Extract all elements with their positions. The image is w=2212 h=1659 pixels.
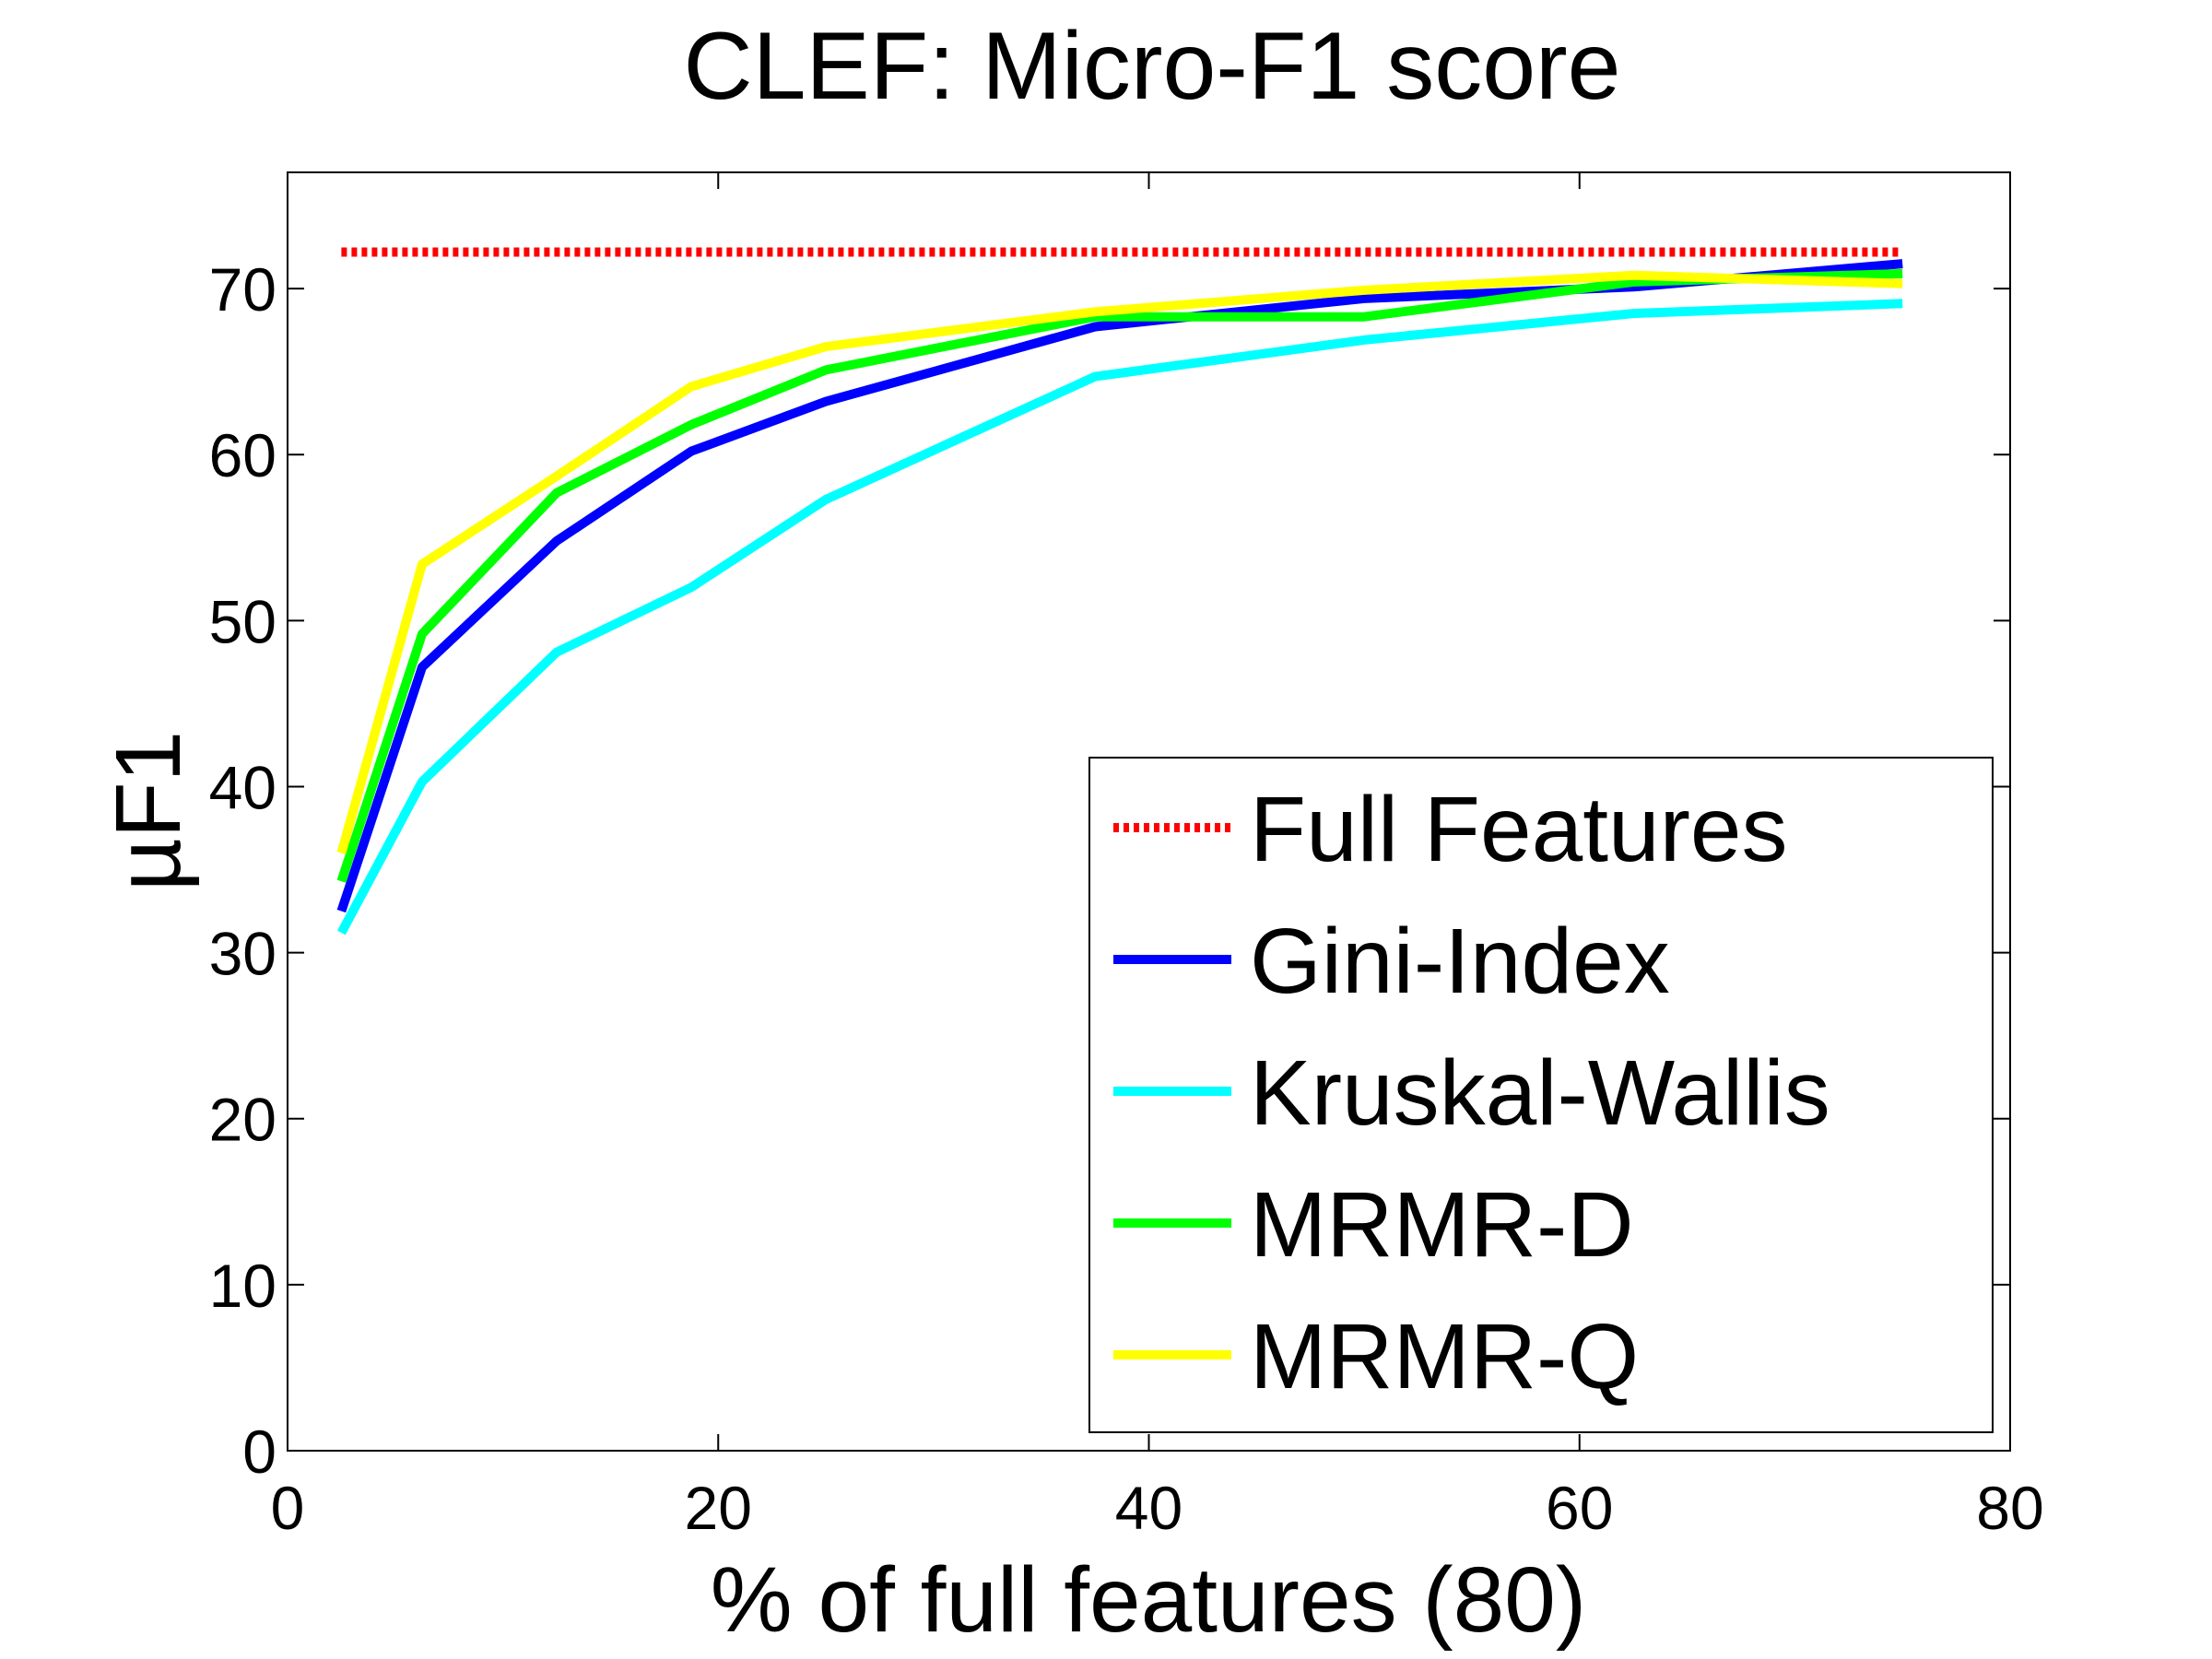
legend-label-full-features: Full Features [1250, 778, 1788, 881]
y-tick-label: 60 [209, 421, 276, 489]
x-tick-label: 20 [685, 1474, 752, 1542]
data-series [336, 247, 1903, 935]
y-tick-label: 10 [209, 1252, 276, 1320]
y-tick-label: 30 [209, 920, 276, 988]
x-tick-label: 80 [1976, 1474, 2043, 1542]
x-tick-label: 60 [1546, 1474, 1613, 1542]
series-line-kruskal-wallis [336, 299, 1903, 935]
legend-label-mrmr-d: MRMR-D [1250, 1173, 1634, 1277]
y-tick-label: 70 [209, 255, 276, 324]
series-line-mrmr-d [336, 268, 1903, 883]
y-tick-label: 50 [209, 587, 276, 655]
y-tick-label: 20 [209, 1086, 276, 1154]
series-line-mrmr-q [336, 270, 1903, 854]
y-axis-label: µF1 [97, 731, 200, 891]
legend-label-kruskal-wallis: Kruskal-Wallis [1250, 1041, 1830, 1145]
chart-title: CLEF: Micro-F1 score [683, 13, 1620, 120]
x-tick-label: 40 [1115, 1474, 1182, 1542]
x-tick-label: 0 [271, 1474, 305, 1542]
y-tick-label: 0 [242, 1418, 276, 1486]
x-axis-label: % of full features (80) [711, 1548, 1586, 1652]
chart-legend: Full Features Gini-Index Kruskal-Wallis MRM… [1088, 757, 1994, 1433]
legend-label-gini-index: Gini-Index [1250, 910, 1670, 1013]
legend-label-mrmr-q: MRMR-Q [1250, 1305, 1639, 1408]
y-tick-label: 40 [209, 753, 276, 821]
axis-ticks: 0 20 40 60 80 0 10 20 30 40 50 60 70 [209, 172, 2044, 1542]
legend-box [1088, 757, 1994, 1433]
